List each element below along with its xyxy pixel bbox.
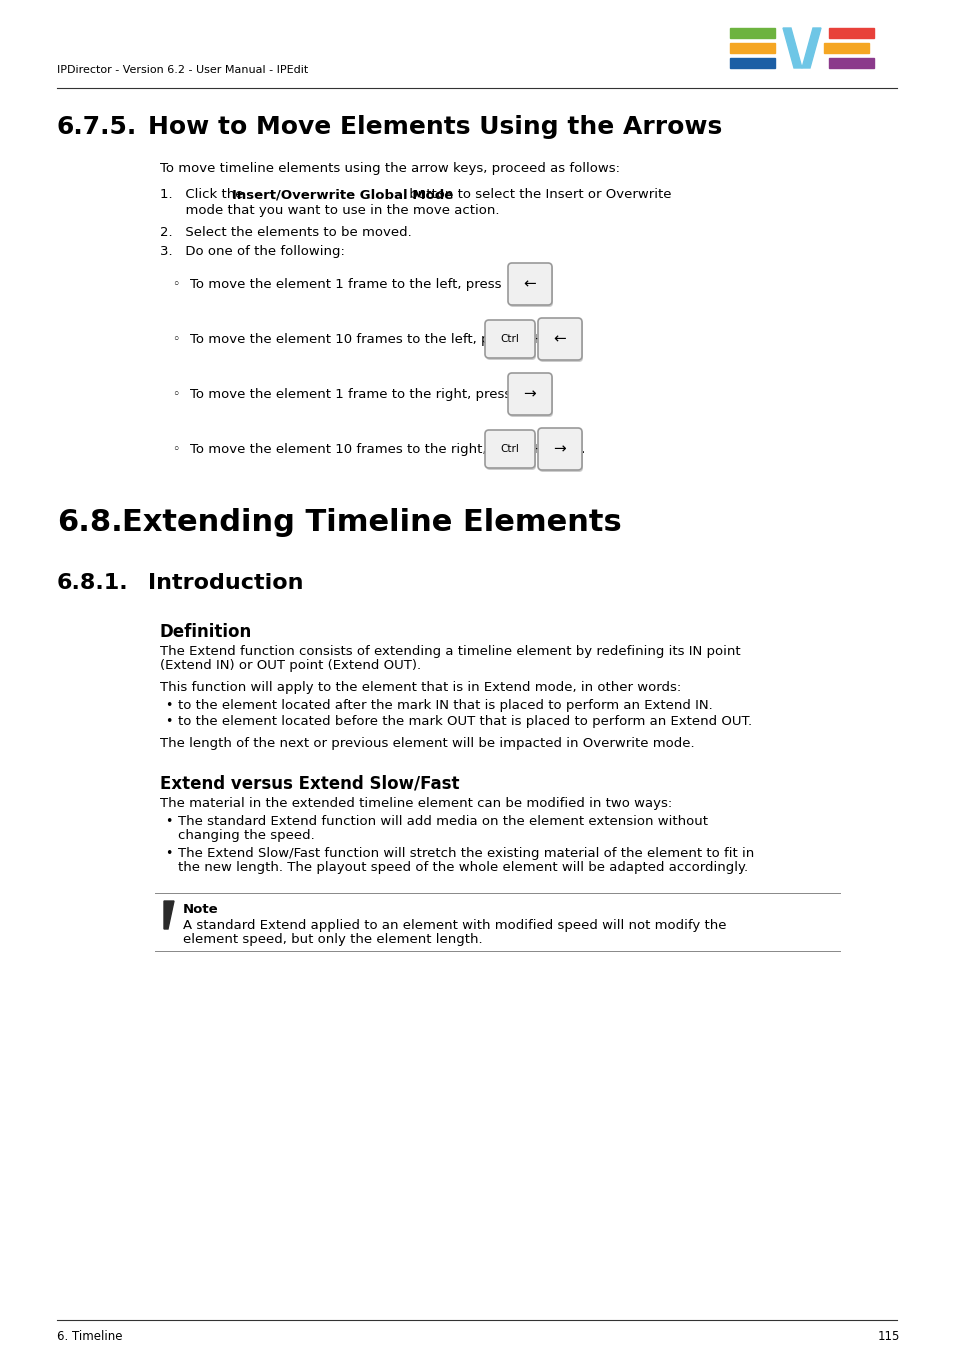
FancyBboxPatch shape xyxy=(484,320,535,358)
FancyBboxPatch shape xyxy=(537,319,581,360)
Polygon shape xyxy=(801,28,821,68)
Text: To move timeline elements using the arrow keys, proceed as follows:: To move timeline elements using the arro… xyxy=(160,162,619,176)
FancyBboxPatch shape xyxy=(485,432,536,470)
FancyBboxPatch shape xyxy=(485,323,536,360)
Text: to the element located before the mark OUT that is placed to perform an Extend O: to the element located before the mark O… xyxy=(178,716,751,728)
Text: ◦: ◦ xyxy=(172,387,179,401)
Text: 115: 115 xyxy=(877,1330,899,1343)
Bar xyxy=(828,28,873,38)
Bar xyxy=(729,43,774,53)
FancyBboxPatch shape xyxy=(507,263,552,305)
Text: 6.7.5.: 6.7.5. xyxy=(57,115,137,139)
Text: Ctrl: Ctrl xyxy=(500,444,518,454)
Text: The standard Extend function will add media on the element extension without: The standard Extend function will add me… xyxy=(178,815,707,828)
Text: The Extend Slow/Fast function will stretch the existing material of the element : The Extend Slow/Fast function will stret… xyxy=(178,846,754,860)
Text: 1.   Click the: 1. Click the xyxy=(160,188,248,201)
Text: This function will apply to the element that is in Extend mode, in other words:: This function will apply to the element … xyxy=(160,680,680,694)
Text: 6.8.1.: 6.8.1. xyxy=(57,572,129,593)
Text: changing the speed.: changing the speed. xyxy=(178,829,314,842)
Text: the new length. The playout speed of the whole element will be adapted according: the new length. The playout speed of the… xyxy=(178,861,747,873)
FancyBboxPatch shape xyxy=(484,431,535,468)
Text: ◦: ◦ xyxy=(172,443,179,456)
Text: 6. Timeline: 6. Timeline xyxy=(57,1330,122,1343)
Text: Note: Note xyxy=(183,903,218,917)
Text: •: • xyxy=(165,846,172,860)
Text: mode that you want to use in the move action.: mode that you want to use in the move ac… xyxy=(160,204,499,217)
Text: A standard Extend applied to an element with modified speed will not modify the: A standard Extend applied to an element … xyxy=(183,919,726,931)
Text: button to select the Insert or Overwrite: button to select the Insert or Overwrite xyxy=(405,188,671,201)
Text: ◦: ◦ xyxy=(172,333,179,346)
Text: 6.8.: 6.8. xyxy=(57,508,123,537)
Bar xyxy=(729,28,774,38)
Bar xyxy=(729,58,774,68)
Polygon shape xyxy=(782,28,801,68)
Text: To move the element 1 frame to the left, press: To move the element 1 frame to the left,… xyxy=(190,278,501,292)
Text: Extend versus Extend Slow/Fast: Extend versus Extend Slow/Fast xyxy=(160,775,459,792)
FancyBboxPatch shape xyxy=(537,428,581,470)
Text: •: • xyxy=(165,815,172,828)
Text: ◦: ◦ xyxy=(172,278,179,292)
Text: ←: ← xyxy=(523,277,536,292)
Text: Insert/Overwrite Global Mode: Insert/Overwrite Global Mode xyxy=(232,188,453,201)
Text: element speed, but only the element length.: element speed, but only the element leng… xyxy=(183,933,482,946)
Text: •: • xyxy=(165,716,172,728)
Text: ←: ← xyxy=(553,332,566,347)
Text: 2.   Select the elements to be moved.: 2. Select the elements to be moved. xyxy=(160,225,412,239)
FancyBboxPatch shape xyxy=(538,431,582,472)
Text: To move the element 10 frames to the right, press: To move the element 10 frames to the rig… xyxy=(190,443,526,456)
Text: →: → xyxy=(553,441,566,456)
FancyBboxPatch shape xyxy=(509,265,553,306)
Text: How to Move Elements Using the Arrows: How to Move Elements Using the Arrows xyxy=(148,115,721,139)
Text: +: + xyxy=(529,441,540,456)
Text: Extending Timeline Elements: Extending Timeline Elements xyxy=(122,508,621,537)
Text: Definition: Definition xyxy=(160,622,252,641)
Bar xyxy=(823,43,868,53)
Polygon shape xyxy=(164,900,173,929)
Text: Ctrl: Ctrl xyxy=(500,333,518,344)
Bar xyxy=(828,58,873,68)
Text: →: → xyxy=(523,386,536,401)
Text: 3.   Do one of the following:: 3. Do one of the following: xyxy=(160,244,345,258)
Text: The length of the next or previous element will be impacted in Overwrite mode.: The length of the next or previous eleme… xyxy=(160,737,694,751)
Text: The material in the extended timeline element can be modified in two ways:: The material in the extended timeline el… xyxy=(160,796,672,810)
Text: The Extend function consists of extending a timeline element by redefining its I: The Extend function consists of extendin… xyxy=(160,645,740,657)
Text: .: . xyxy=(580,441,584,456)
Text: •: • xyxy=(165,699,172,711)
FancyBboxPatch shape xyxy=(509,375,553,417)
Text: +: + xyxy=(529,332,540,346)
Text: (Extend IN) or OUT point (Extend OUT).: (Extend IN) or OUT point (Extend OUT). xyxy=(160,659,420,672)
FancyBboxPatch shape xyxy=(538,320,582,362)
Text: To move the element 1 frame to the right, press: To move the element 1 frame to the right… xyxy=(190,387,511,401)
Text: to the element located after the mark IN that is placed to perform an Extend IN.: to the element located after the mark IN… xyxy=(178,699,712,711)
Text: Introduction: Introduction xyxy=(148,572,303,593)
Text: IPDirector - Version 6.2 - User Manual - IPEdit: IPDirector - Version 6.2 - User Manual -… xyxy=(57,65,308,76)
Text: To move the element 10 frames to the left, press: To move the element 10 frames to the lef… xyxy=(190,333,517,346)
FancyBboxPatch shape xyxy=(507,373,552,414)
